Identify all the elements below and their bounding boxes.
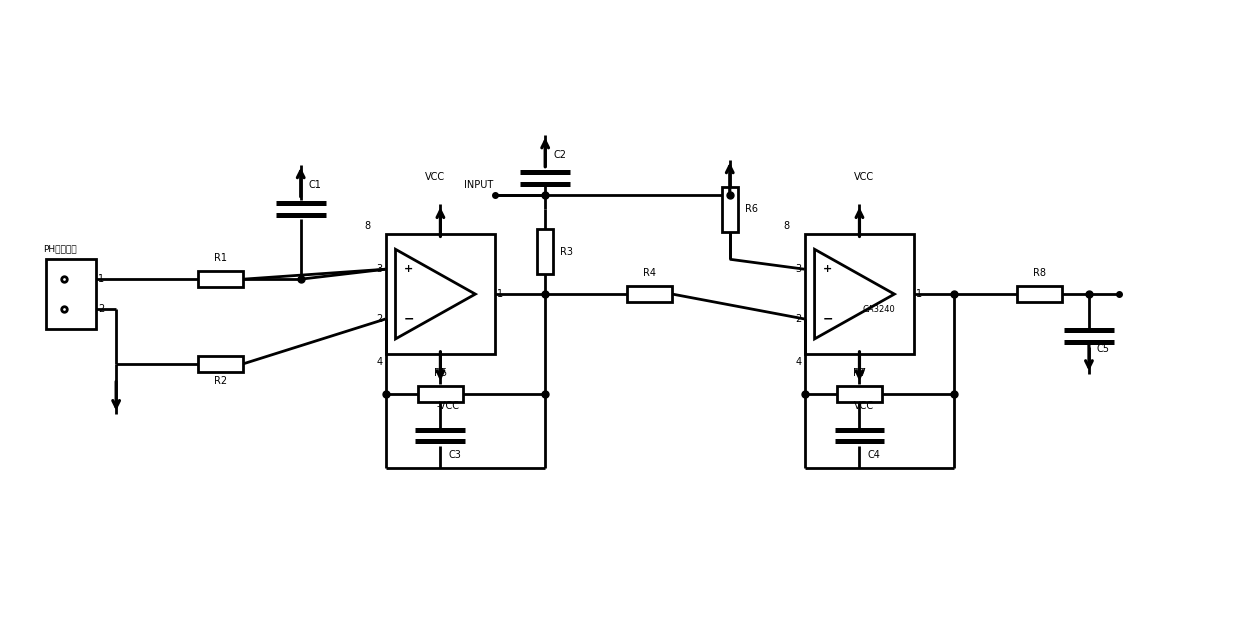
Text: 1: 1: [497, 289, 503, 299]
Text: R2: R2: [215, 376, 227, 385]
Text: CA3240: CA3240: [863, 304, 895, 314]
Bar: [198, 356, 243, 372]
Text: 4: 4: [796, 357, 801, 367]
Text: 3: 3: [796, 264, 801, 275]
Text: −: −: [822, 313, 833, 325]
Text: R3: R3: [560, 247, 573, 257]
Bar: [805, 235, 914, 354]
Text: 4: 4: [377, 357, 382, 367]
Bar: [418, 385, 463, 401]
Bar: [722, 187, 738, 232]
Text: R4: R4: [644, 268, 656, 278]
Text: 1: 1: [916, 289, 923, 299]
Text: C2: C2: [553, 150, 567, 160]
Bar: [386, 235, 495, 354]
Text: +: +: [403, 264, 413, 275]
Bar: [1017, 286, 1061, 302]
Text: 1: 1: [98, 274, 104, 284]
Text: 2: 2: [376, 314, 382, 324]
Text: C4: C4: [868, 450, 880, 460]
Text: 3: 3: [377, 264, 382, 275]
Bar: [46, 259, 97, 329]
Text: -VCC: -VCC: [436, 401, 460, 411]
Text: R6: R6: [745, 205, 758, 214]
Bar: [198, 271, 243, 287]
Text: 8: 8: [365, 221, 371, 231]
Text: R8: R8: [1033, 268, 1045, 278]
Text: VCC: VCC: [425, 172, 445, 181]
Bar: [837, 385, 882, 401]
Text: PH値传感器: PH値传感器: [43, 244, 77, 254]
Bar: [627, 286, 672, 302]
Text: C5: C5: [1097, 344, 1110, 354]
Text: VCC: VCC: [854, 172, 874, 181]
Text: 8: 8: [784, 221, 790, 231]
Text: C3: C3: [449, 450, 461, 460]
Text: 2: 2: [98, 304, 104, 314]
Text: 2: 2: [795, 314, 801, 324]
Bar: [537, 230, 553, 274]
Text: −: −: [403, 313, 414, 325]
Text: R1: R1: [215, 253, 227, 263]
Text: R5: R5: [434, 368, 446, 378]
Text: VCC: VCC: [854, 401, 874, 411]
Text: R7: R7: [853, 368, 866, 378]
Text: C1: C1: [309, 179, 321, 190]
Text: INPUT: INPUT: [464, 179, 494, 190]
Text: +: +: [822, 264, 832, 275]
